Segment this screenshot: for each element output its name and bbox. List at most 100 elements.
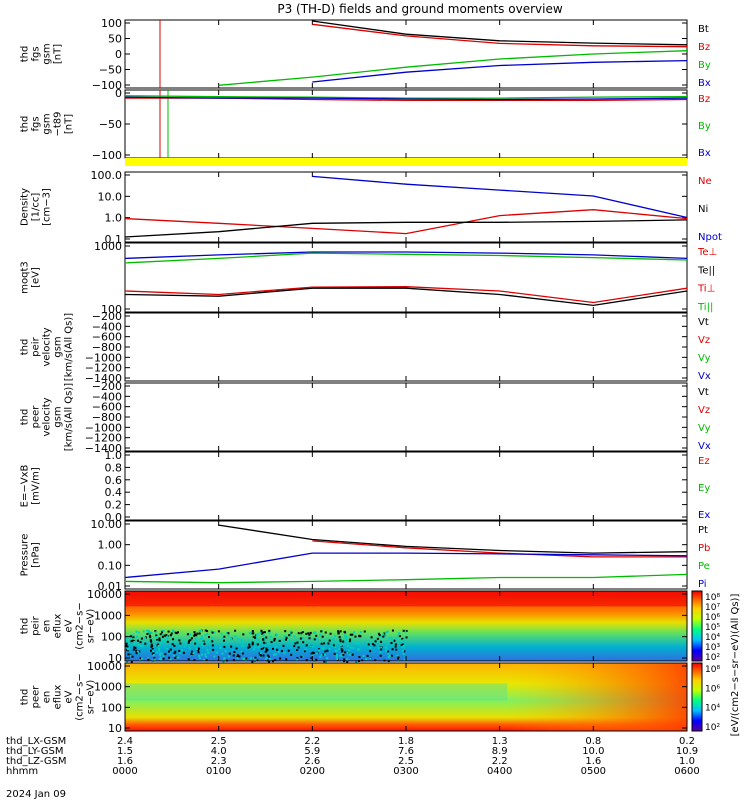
spectrogram-noise	[252, 635, 255, 638]
y-tick-label: 0.10	[98, 559, 123, 572]
y-tick-label: 100	[101, 17, 122, 30]
spectrogram-noise	[211, 637, 214, 640]
spectrogram-noise	[195, 642, 198, 645]
series-line-0-Bt	[312, 20, 688, 46]
legend-p3-entry: Npot	[698, 232, 722, 243]
spectrogram-noise	[182, 651, 185, 654]
spectrogram-noise	[282, 644, 285, 647]
spectrogram-noise	[263, 631, 266, 634]
spectrogram-noise	[241, 652, 244, 655]
spectrogram-noise	[346, 658, 349, 661]
spectrogram-noise	[258, 652, 261, 655]
spectrogram-noise	[329, 632, 332, 635]
spectrogram-noise	[227, 632, 230, 635]
spectrogram-noise	[344, 651, 347, 654]
spectrogram-noise	[245, 657, 248, 660]
spectrogram-noise	[173, 644, 176, 647]
spectrogram-noise	[174, 656, 177, 659]
spectrogram-noise	[240, 650, 243, 653]
colorbar-tick-label: 10⁶	[705, 613, 720, 623]
spectrogram-noise	[343, 658, 346, 661]
panel-p7: 1.00.80.60.40.20.0 E=−VxB[mV/m] Ez Ey Ex	[20, 449, 711, 524]
spectrogram-noise	[315, 658, 318, 661]
spectrogram-noise	[337, 630, 340, 633]
spectrogram-noise	[297, 632, 300, 635]
spectrogram-noise	[388, 655, 391, 658]
y-axis-label-line: thd	[20, 618, 31, 635]
spectrogram-noise	[299, 637, 302, 640]
spectrogram-noise	[148, 631, 151, 634]
y-tick-label: 10	[108, 652, 122, 665]
spectrogram-noise	[168, 651, 171, 654]
spectrogram-noise	[147, 657, 150, 660]
spectrogram-noise	[166, 635, 169, 638]
x-row-value: 0600	[674, 766, 699, 777]
y-tick-label: −200	[92, 310, 122, 323]
spectrogram-noise	[127, 653, 130, 656]
spectrogram-noise	[301, 631, 304, 634]
panels-group: 100500−50−100thdfgsgsm[nT]BtBzByBx0−50−1…	[20, 17, 722, 735]
spectrogram-noise	[171, 643, 174, 646]
spectrogram-noise	[341, 650, 344, 653]
spectrogram-noise	[363, 630, 366, 633]
x-row-label: thd_LY-GSM	[6, 746, 63, 757]
spectrogram-noise	[340, 654, 343, 657]
spectrogram-noise	[303, 650, 306, 653]
x-row-value: 5.9	[304, 746, 320, 757]
spectrogram-noise	[205, 659, 208, 662]
spectrogram-noise	[260, 631, 263, 634]
spectrogram-noise	[137, 631, 140, 634]
spectrogram-noise	[134, 646, 137, 649]
spectrogram-noise	[284, 635, 287, 638]
spectrogram-noise	[194, 642, 197, 645]
y-tick-label: 1.0	[105, 212, 123, 225]
spectrogram-noise	[402, 638, 405, 641]
spectrogram-noise	[236, 657, 239, 660]
x-row-value: 1.8	[398, 736, 414, 747]
y-axis-label-line: [mV/m]	[31, 467, 42, 505]
spectrogram-noise	[294, 642, 297, 645]
y-axis-label-line: [nT]	[53, 44, 64, 64]
spectrogram-noise	[178, 639, 181, 642]
spectrogram-noise	[311, 654, 314, 657]
figure-title: P3 (TH-D) fields and ground moments over…	[277, 2, 562, 16]
spectrogram-noise	[263, 636, 266, 639]
spectrogram-noise	[401, 643, 404, 646]
y-tick-label: 1000	[94, 681, 122, 694]
spectrogram-noise	[188, 647, 191, 650]
spectrogram-noise	[207, 651, 210, 654]
spectrogram-noise	[211, 631, 214, 634]
spectrogram-noise	[269, 658, 272, 661]
spectrogram-noise	[192, 652, 195, 655]
spectrogram-noise	[342, 653, 345, 656]
spectrogram-noise	[190, 637, 193, 640]
y-axis-label-line: fgs	[31, 46, 42, 61]
y-axis-label-line: −t89	[53, 111, 64, 136]
spectrogram-noise	[217, 630, 220, 633]
spectrogram-noise	[332, 640, 335, 643]
spectrogram-noise	[172, 654, 175, 657]
y-tick-label: −600	[92, 401, 122, 414]
spectrogram-noise	[176, 656, 179, 659]
y-axis-label: thdfgsgsm[nT]	[20, 43, 64, 64]
spectrogram-noise	[140, 644, 143, 647]
y-axis-label-line: gsm	[42, 113, 53, 134]
spectrogram-noise	[390, 639, 393, 642]
panel-p10: 10000 1000 100 10 thdpeerenefluxeV(cm2−s−sr−…	[20, 660, 688, 735]
spectrogram-noise	[336, 658, 339, 661]
spectrogram-noise	[201, 637, 204, 640]
colorbar-tick-label: 10²	[705, 653, 720, 663]
spectrogram-noise	[339, 630, 342, 633]
spectrogram-noise	[125, 636, 128, 639]
y-tick-label: 0.4	[105, 486, 123, 499]
spectrogram-noise	[305, 659, 308, 662]
spectrogram-noise	[271, 647, 274, 650]
spectrogram-noise	[158, 657, 161, 660]
spectrogram-noise	[195, 648, 198, 651]
spectrogram-noise	[130, 640, 133, 643]
y-tick-label: −50	[99, 118, 122, 131]
y-axis-label: moqt3[eV]	[20, 261, 42, 294]
spectrogram-noise	[253, 648, 256, 651]
spectrogram-noise	[196, 632, 199, 635]
spectrogram-noise	[150, 643, 153, 646]
